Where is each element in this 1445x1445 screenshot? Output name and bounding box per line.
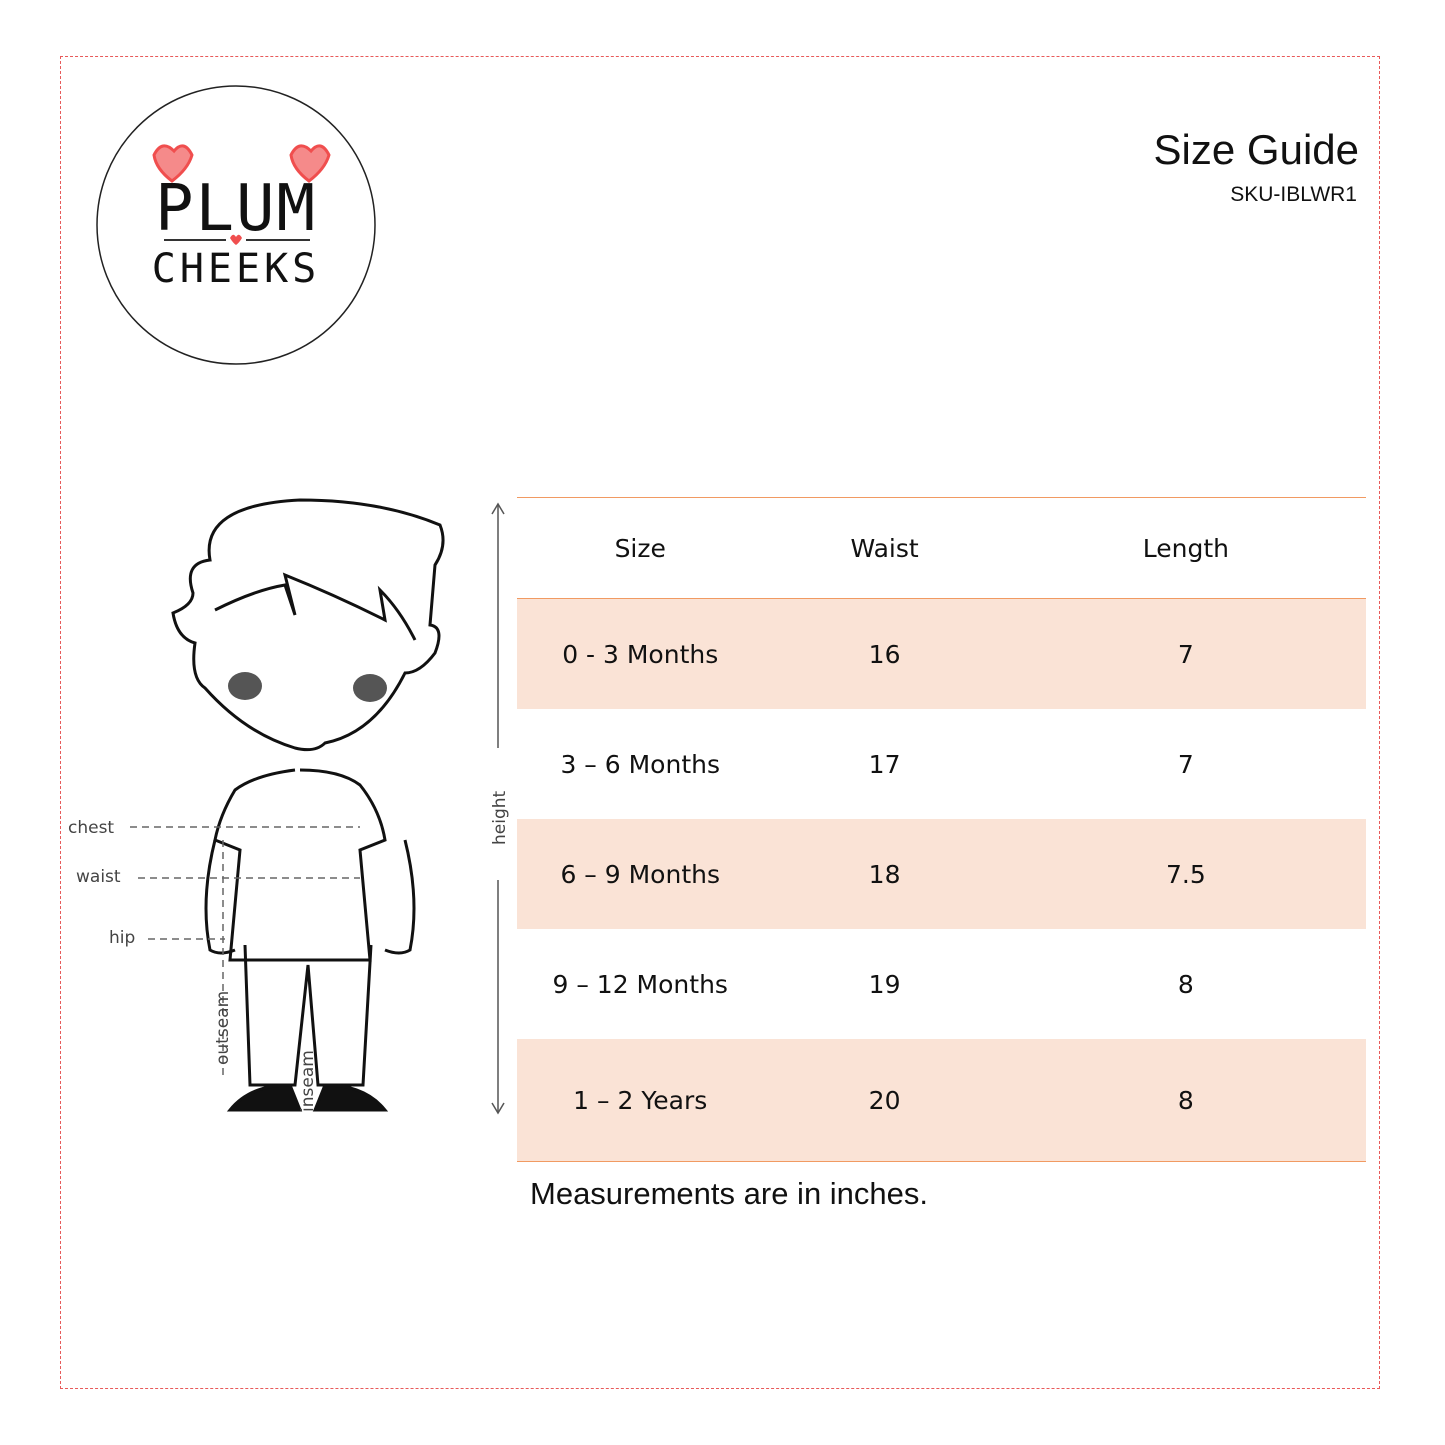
waist-cell: 16 <box>763 598 1006 709</box>
heart-icon <box>152 144 331 183</box>
boy-measurement-illustration: chest waist hip outseam inseam height <box>68 498 510 1115</box>
column-header-waist: Waist <box>763 497 1006 599</box>
length-cell: 8 <box>1005 1039 1366 1162</box>
sku-code: SKU-IBLWR1 <box>1230 183 1357 206</box>
table-row: 6 – 9 Months 18 7.5 <box>517 819 1366 929</box>
table-header-row: Size Waist Length <box>517 497 1366 599</box>
size-cell: 0 - 3 Months <box>517 598 764 709</box>
plum-cheeks-logo: PLUM CHEEKS <box>96 85 376 365</box>
waist-cell: 19 <box>868 969 901 999</box>
waist-cell: 20 <box>763 1039 1006 1162</box>
svg-text:PLUM: PLUM <box>155 172 317 246</box>
hip-label: hip <box>109 928 135 948</box>
height-label: height <box>490 790 510 845</box>
table-row: 0 - 3 Months 16 7 <box>517 598 1366 709</box>
waist-label: waist <box>76 867 121 887</box>
size-cell: 6 – 9 Months <box>517 819 764 929</box>
column-header-length: Length <box>1005 497 1366 599</box>
column-header-size: Size <box>517 497 764 599</box>
page-title: Size Guide <box>1153 126 1359 173</box>
length-cell: 7 <box>1177 749 1194 779</box>
length-cell: 7.5 <box>1005 819 1366 929</box>
chest-label: chest <box>68 818 114 838</box>
svg-text:CHEEKS: CHEEKS <box>152 246 321 292</box>
table-row: 3 – 6 Months 17 7 <box>517 709 1366 819</box>
inseam-label: inseam <box>298 1050 318 1112</box>
size-cell: 1 – 2 Years <box>517 1039 764 1162</box>
size-cell: 3 – 6 Months <box>560 749 720 779</box>
table-row: 1 – 2 Years 20 8 <box>517 1039 1366 1162</box>
length-cell: 7 <box>1005 598 1366 709</box>
measurement-note: Measurements are in inches. <box>530 1176 929 1211</box>
length-cell: 8 <box>1177 969 1194 999</box>
outseam-label: outseam <box>213 991 233 1065</box>
page-border <box>60 56 1380 1389</box>
waist-cell: 17 <box>868 749 901 779</box>
table-row: 9 – 12 Months 19 8 <box>517 929 1366 1039</box>
size-table: Size Waist Length 0 - 3 Months 16 7 3 – … <box>517 497 1366 1162</box>
waist-cell: 18 <box>763 819 1006 929</box>
size-cell: 9 – 12 Months <box>552 969 728 999</box>
